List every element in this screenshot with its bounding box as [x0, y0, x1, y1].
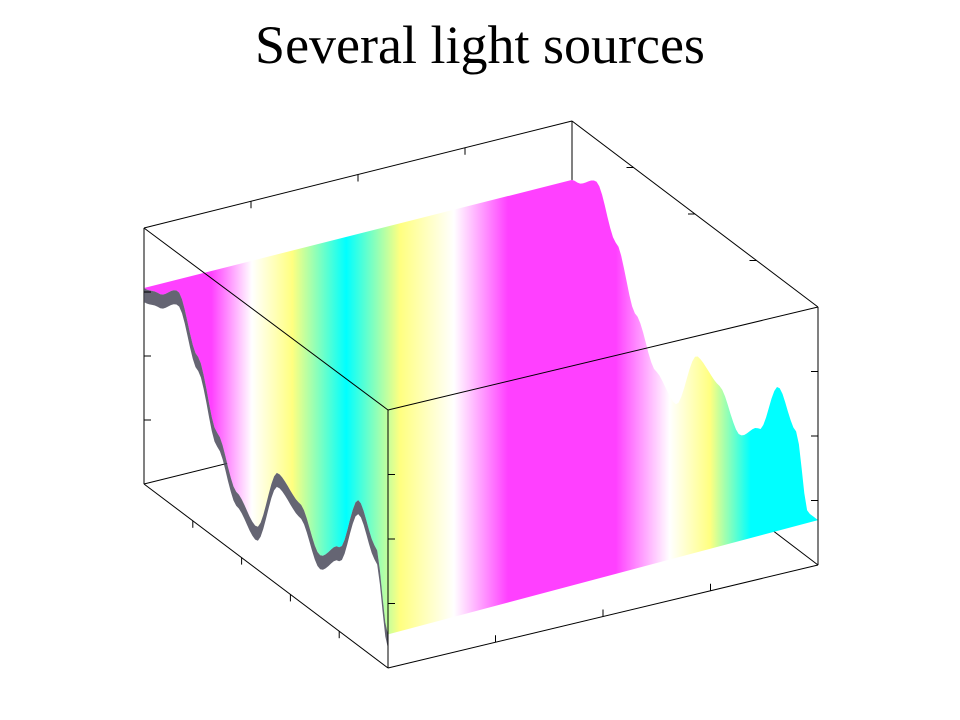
surface: [144, 179, 818, 649]
surface-top: [144, 179, 818, 635]
box-edge-bottom-left: [143, 483, 389, 669]
chart-title: Several light sources: [255, 15, 705, 75]
box-edge-top-left: [143, 227, 389, 411]
axis-ticks: [144, 147, 818, 643]
box-edge-front-top: [387, 306, 819, 411]
surface-underside: [144, 288, 388, 649]
